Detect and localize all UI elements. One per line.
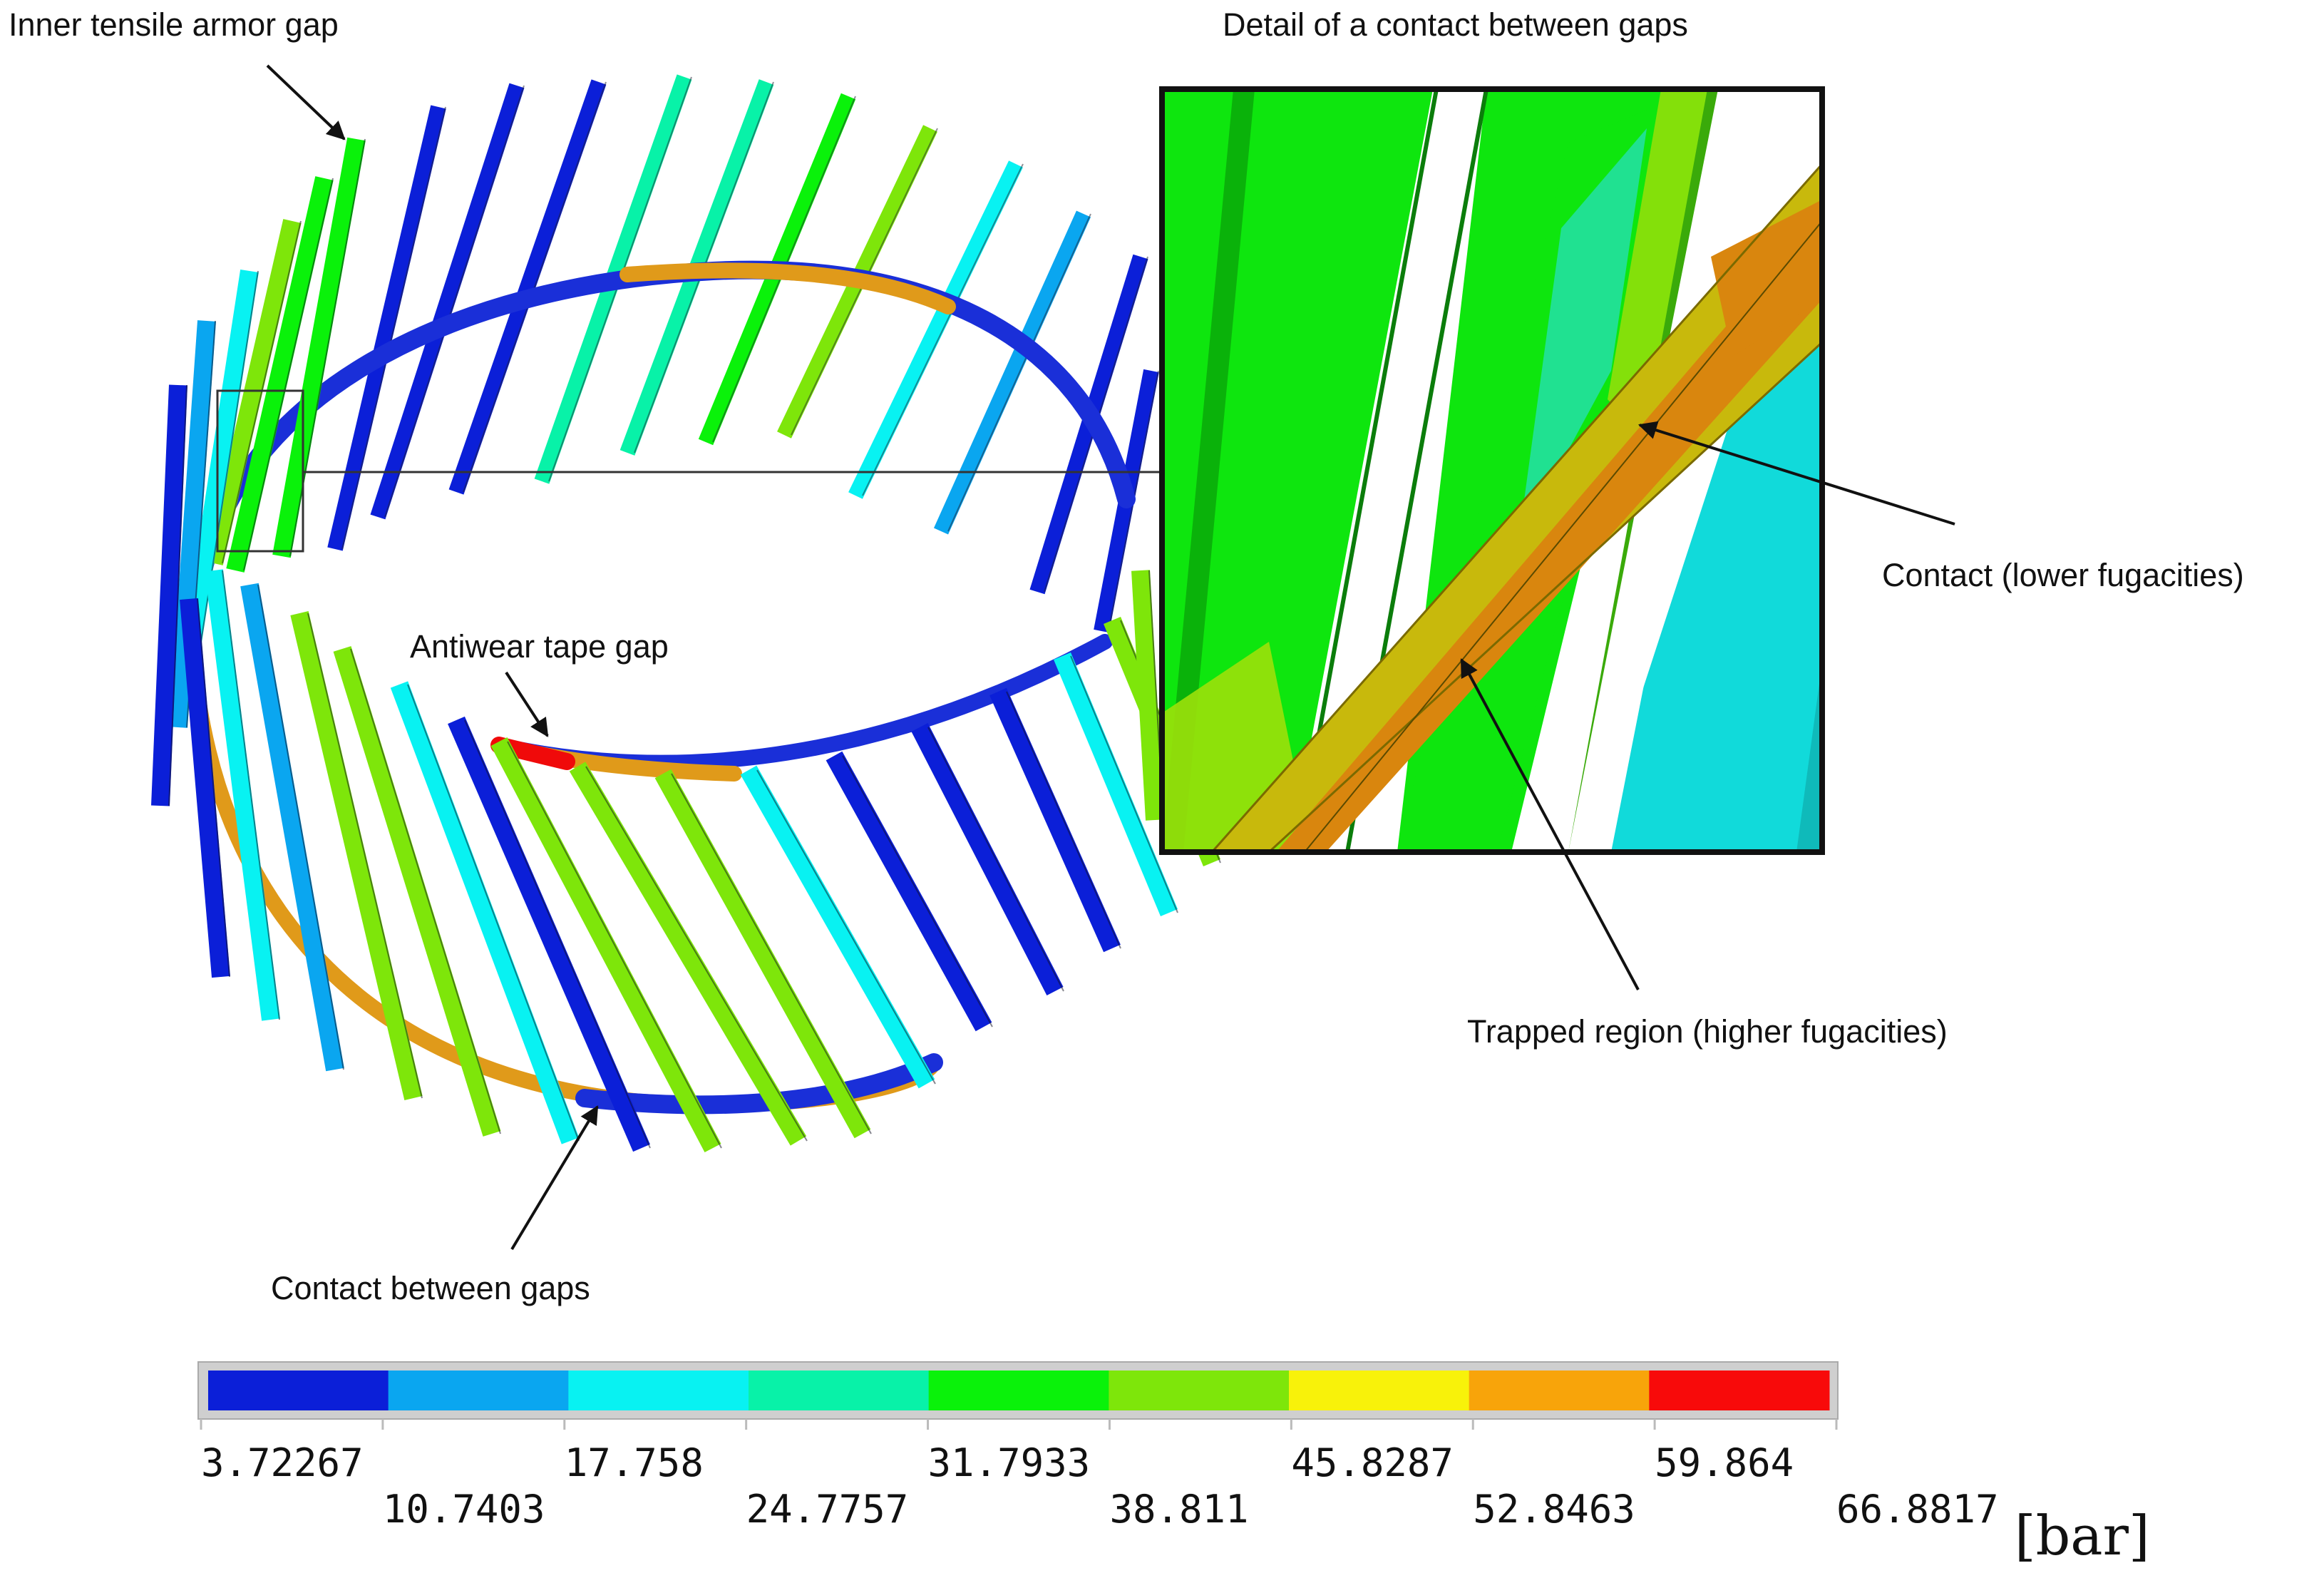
- colorbar-tick-label: 52.8463: [1473, 1487, 1635, 1532]
- antiwear-tape-back-hot: [619, 262, 956, 314]
- armor-strip: [1131, 570, 1164, 821]
- armor-strip: [569, 762, 807, 1146]
- label-contact-between: Contact between gaps: [271, 1270, 590, 1306]
- colorbar-segment: [1469, 1370, 1650, 1410]
- colorbar-tick-label: 17.758: [565, 1440, 704, 1485]
- colorbar-tick-label: 66.8817: [1836, 1487, 1999, 1532]
- colorbar-tick-label: 38.811: [1109, 1487, 1248, 1532]
- armor-strip: [205, 569, 280, 1021]
- armor-strip: [740, 765, 935, 1089]
- armor-strip-edge: [384, 85, 525, 518]
- arrow-antiwear-gap: [505, 671, 549, 737]
- armor-strip: [327, 105, 446, 551]
- armor-strip-edge: [507, 741, 722, 1149]
- colorbar-tick-label: 31.7933: [928, 1440, 1091, 1485]
- armor-strip-edge: [407, 684, 580, 1142]
- armor-strip-edge: [307, 613, 423, 1099]
- armor-strip-edge: [585, 766, 808, 1142]
- armor-strip-edge: [1006, 691, 1121, 949]
- arrow-inner-gap: [266, 64, 346, 140]
- colorbar: 3.72267 10.7403 17.758 24.7757 31.7933 38.811…: [197, 1361, 2150, 1567]
- label-antiwear-gap: Antiwear tape gap: [410, 628, 669, 665]
- armor-strip: [448, 79, 607, 495]
- armor-strip: [226, 176, 334, 573]
- colorbar-segment: [1109, 1370, 1290, 1410]
- armor-strip: [240, 583, 344, 1072]
- armor-strip-edge: [197, 598, 230, 978]
- armor-strip-edge: [243, 178, 334, 571]
- label-detail-title: Detail of a contact between gaps: [1223, 6, 1688, 43]
- armor-strip: [989, 687, 1121, 953]
- detail-frame: [1159, 86, 1825, 855]
- colorbar-segment: [208, 1370, 389, 1410]
- colorbar-tick-label: 45.8287: [1291, 1440, 1454, 1485]
- armor-strip-edge: [257, 584, 344, 1070]
- colorbar-segment: [568, 1370, 749, 1410]
- colorbar-tick-label: 24.7757: [746, 1487, 909, 1532]
- armor-strip: [826, 751, 992, 1032]
- armor-strip: [151, 384, 187, 806]
- armor-strip: [911, 723, 1064, 995]
- armor-strip: [183, 270, 259, 643]
- arrow-contact-lower: [1637, 421, 1955, 526]
- colorbar-segments: [208, 1370, 1830, 1410]
- colorbar-ticks: [200, 1419, 1838, 1430]
- armor-strip-edge: [341, 106, 446, 550]
- armor-strip: [654, 769, 871, 1139]
- colorbar-segment: [1649, 1370, 1830, 1410]
- armor-strip: [390, 681, 580, 1144]
- colorbar-segment: [1289, 1370, 1470, 1410]
- arrow-trapped-region: [1460, 658, 1640, 990]
- colorbar-tick-label: 10.7403: [383, 1487, 545, 1532]
- armor-strip-edge: [350, 648, 501, 1134]
- armor-strip-edge: [862, 163, 1024, 496]
- armor-strip: [272, 137, 366, 558]
- arrow-contact-between: [510, 1105, 599, 1251]
- colorbar-tick-labels: 3.72267 10.7403 17.758 24.7757 31.7933 38.811…: [201, 1440, 1999, 1532]
- label-contact-lower: Contact (lower fugacities): [1882, 557, 2244, 593]
- armor-strip: [169, 320, 216, 728]
- colorbar-tick-label: 3.72267: [201, 1440, 364, 1485]
- armor-strip-edge: [842, 755, 993, 1028]
- armor-strip-edge: [168, 384, 187, 806]
- armor-strip-edge: [1070, 655, 1178, 913]
- armor-strip-edge: [947, 213, 1091, 532]
- armor-strip-edge: [222, 220, 302, 564]
- armor-strip: [290, 611, 423, 1100]
- armor-strip: [333, 646, 501, 1137]
- colorbar-segment: [388, 1370, 569, 1410]
- armor-strip-edge: [464, 719, 651, 1149]
- colorbar-tick-label: 59.864: [1655, 1440, 1794, 1485]
- armor-strip: [933, 210, 1091, 535]
- armor-strip-edge: [222, 570, 280, 1020]
- detail-view: [1162, 89, 1822, 852]
- armor-strip: [180, 598, 230, 978]
- front-strips: [151, 137, 1221, 1153]
- colorbar-unit: [bar]: [2015, 1504, 2150, 1567]
- label-inner-gap: Inner tensile armor gap: [9, 6, 339, 43]
- armor-strip: [848, 160, 1023, 499]
- cylinder-model: [151, 74, 1221, 1153]
- armor-strip-edge: [927, 727, 1064, 992]
- armor-strip-edge: [463, 81, 607, 493]
- armor-strip: [370, 83, 525, 520]
- label-trapped-region: Trapped region (higher fugacities): [1467, 1013, 1948, 1050]
- armor-strip: [205, 219, 302, 565]
- annotations: Inner tensile armor gap Detail of a cont…: [9, 6, 2244, 1306]
- armor-strip: [1054, 652, 1178, 916]
- armor-strip: [448, 716, 650, 1152]
- armor-strip-edge: [671, 773, 872, 1134]
- armor-strip-edge: [756, 769, 936, 1085]
- colorbar-segment: [749, 1370, 930, 1410]
- armor-strip: [490, 737, 721, 1153]
- colorbar-segment: [928, 1370, 1109, 1410]
